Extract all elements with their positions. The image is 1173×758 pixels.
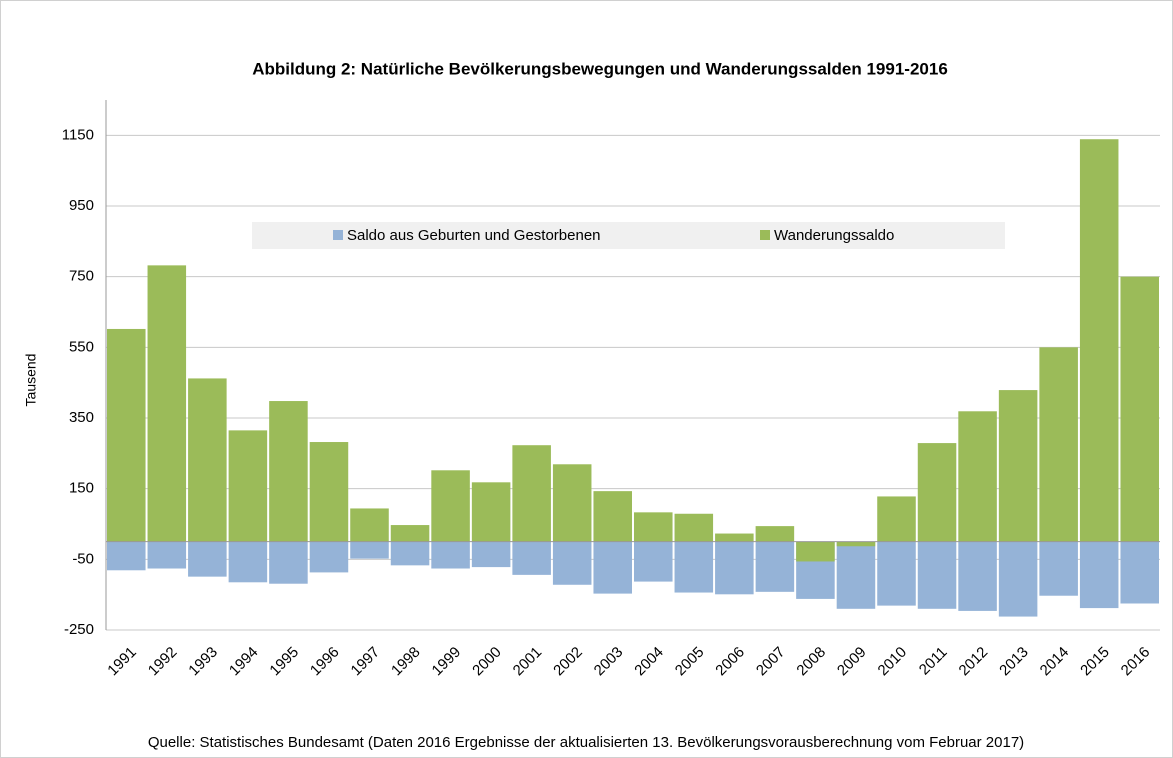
- bar: [269, 541, 308, 584]
- bar: [309, 541, 349, 573]
- bar: [755, 541, 795, 592]
- bar: [147, 541, 187, 569]
- y-tick-label: -50: [72, 550, 94, 567]
- bar: [877, 496, 916, 542]
- bar: [107, 541, 146, 571]
- bar: [877, 541, 916, 606]
- bar: [1079, 541, 1119, 609]
- y-tick-label: -250: [64, 621, 94, 638]
- bar: [188, 378, 227, 542]
- y-tick-label: 550: [69, 338, 94, 355]
- bar: [715, 541, 754, 595]
- bar: [998, 390, 1038, 542]
- bar: [796, 541, 835, 562]
- bar: [755, 526, 795, 542]
- legend-label: Wanderungssaldo: [774, 227, 894, 244]
- bar: [390, 541, 430, 566]
- bar: [512, 445, 551, 542]
- y-tick-label: 1150: [62, 126, 94, 143]
- y-tick-label: 750: [69, 268, 94, 285]
- bar: [431, 470, 470, 542]
- bar: [1079, 139, 1119, 542]
- y-axis-label: Tausend: [23, 354, 39, 407]
- source: Quelle: Statistisches Bundesamt (Daten 2…: [148, 734, 1024, 751]
- bar: [634, 541, 673, 582]
- bar: [715, 533, 754, 542]
- bar: [188, 541, 227, 577]
- bar: [269, 401, 308, 542]
- bar: [958, 541, 997, 611]
- legend-swatch: [333, 230, 343, 240]
- bar: [593, 491, 632, 542]
- y-tick-label: 150: [69, 480, 94, 497]
- bar: [998, 541, 1038, 617]
- bar: [917, 443, 957, 542]
- bar: [958, 411, 997, 542]
- bar: [1120, 541, 1159, 604]
- bar: [634, 512, 673, 542]
- bar: [147, 265, 187, 542]
- legend-label: Saldo aus Geburten und Gestorbenen: [347, 227, 601, 244]
- bar: [836, 541, 876, 609]
- bar: [471, 541, 511, 568]
- legend-swatch: [760, 230, 770, 240]
- y-tick-label: 950: [69, 197, 94, 214]
- legend-box: [252, 222, 1005, 249]
- bar: [674, 513, 714, 542]
- bar: [552, 541, 592, 585]
- bar: [350, 541, 389, 559]
- bar: [228, 430, 268, 542]
- bar: [431, 541, 470, 569]
- bar: [228, 541, 268, 583]
- bar: [309, 442, 349, 542]
- bar: [350, 508, 389, 542]
- bar: [552, 464, 592, 542]
- bar: [836, 541, 876, 547]
- chart-title: Abbildung 2: Natürliche Bevölkerungsbewe…: [252, 59, 948, 78]
- y-tick-label: 350: [69, 409, 94, 426]
- bar: [1120, 276, 1159, 542]
- bar: [107, 328, 146, 542]
- bar: [674, 541, 714, 593]
- bar: [1039, 541, 1078, 596]
- bar: [512, 541, 551, 575]
- bar: [917, 541, 957, 609]
- bar: [471, 482, 511, 542]
- bar: [1039, 347, 1078, 542]
- bar: [593, 541, 632, 594]
- bar: [390, 525, 430, 542]
